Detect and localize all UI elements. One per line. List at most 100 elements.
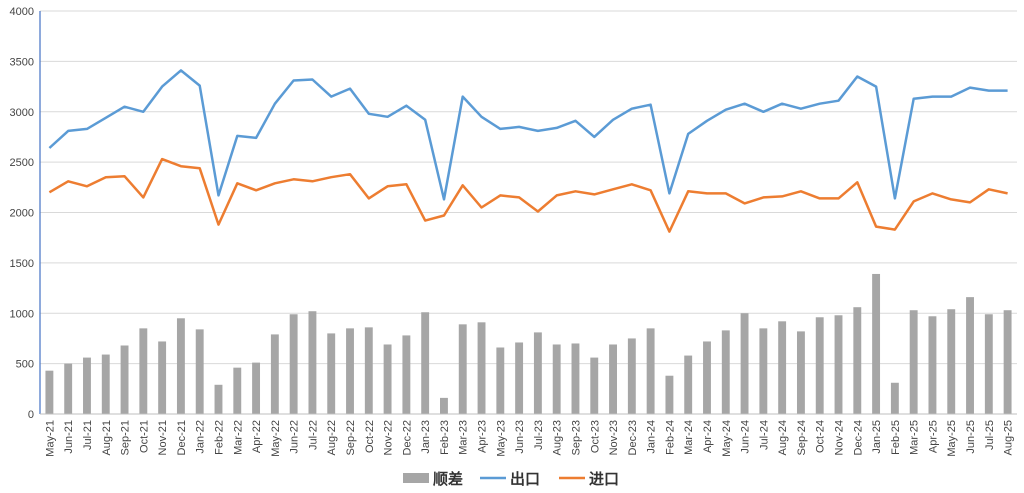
x-tick-label: Oct-22 bbox=[364, 420, 376, 453]
x-tick-label: Feb-23 bbox=[439, 420, 451, 455]
surplus-bar bbox=[759, 328, 768, 414]
surplus-bar bbox=[740, 313, 749, 414]
x-tick-label: Feb-24 bbox=[664, 420, 676, 455]
surplus-bar bbox=[101, 354, 110, 414]
surplus-bar bbox=[458, 324, 467, 414]
x-tick-label: Jan-24 bbox=[646, 420, 658, 454]
x-tick-label: Dec-23 bbox=[627, 420, 639, 455]
surplus-bar bbox=[496, 347, 505, 414]
y-tick-label: 4000 bbox=[10, 6, 34, 18]
surplus-bar bbox=[383, 344, 392, 414]
x-tick-label: Feb-22 bbox=[214, 420, 226, 455]
surplus-bar bbox=[665, 375, 674, 414]
surplus-bar bbox=[721, 330, 730, 414]
y-tick-label: 1500 bbox=[10, 258, 34, 270]
legend-label: 出口 bbox=[510, 470, 540, 488]
y-tick-label: 2500 bbox=[10, 157, 34, 169]
legend-label: 进口 bbox=[589, 470, 619, 488]
x-tick-label: Apr-23 bbox=[477, 420, 489, 453]
surplus-bar bbox=[158, 341, 167, 414]
series-lines bbox=[48, 69, 1008, 233]
surplus-bar bbox=[233, 367, 242, 414]
surplus-bar bbox=[195, 329, 204, 414]
x-tick-label: May-25 bbox=[946, 420, 958, 457]
x-tick-label: Oct-21 bbox=[138, 420, 150, 453]
x-tick-label: Aug-24 bbox=[777, 420, 789, 455]
x-tick-label: Jul-22 bbox=[307, 420, 319, 450]
surplus-bar bbox=[64, 363, 73, 414]
import-line bbox=[48, 157, 1008, 233]
surplus-bar bbox=[308, 311, 317, 414]
y-tick-label: 2000 bbox=[10, 208, 34, 220]
surplus-bar bbox=[609, 344, 617, 414]
x-tick-label: Feb-25 bbox=[890, 420, 902, 455]
surplus-bar bbox=[45, 370, 54, 414]
x-tick-label: Dec-24 bbox=[852, 420, 864, 455]
legend-label: 顺差 bbox=[433, 470, 463, 488]
x-tick-label: May-21 bbox=[44, 420, 56, 457]
x-tick-label: Dec-22 bbox=[401, 420, 413, 455]
surplus-bar bbox=[1003, 310, 1012, 414]
x-tick-label: Nov-21 bbox=[157, 420, 169, 455]
surplus-bar bbox=[796, 331, 805, 414]
x-tick-label: Oct-23 bbox=[589, 420, 601, 453]
surplus-bar bbox=[421, 312, 430, 414]
x-tick-label: May-24 bbox=[721, 420, 733, 457]
x-tick-label: Jan-23 bbox=[420, 420, 432, 454]
surplus-bar bbox=[684, 355, 693, 414]
x-tick-label: Jun-25 bbox=[965, 420, 977, 454]
x-tick-label: Jul-25 bbox=[984, 420, 996, 450]
x-tick-label: Jul-23 bbox=[533, 420, 545, 450]
surplus-bar bbox=[928, 316, 937, 414]
surplus-bar bbox=[909, 310, 918, 414]
surplus-bar bbox=[176, 318, 185, 414]
x-tick-label: Aug-21 bbox=[101, 420, 113, 455]
surplus-bar bbox=[947, 309, 956, 414]
x-tick-label: Mar-24 bbox=[683, 420, 695, 455]
surplus-bar bbox=[83, 357, 91, 414]
surplus-bar bbox=[872, 273, 881, 414]
x-tick-label: Jun-24 bbox=[740, 420, 752, 454]
surplus-bar bbox=[571, 343, 580, 414]
x-tick-label: Nov-24 bbox=[834, 420, 846, 455]
x-tick-label: Sep-24 bbox=[796, 420, 808, 455]
surplus-bar bbox=[440, 397, 448, 414]
y-tick-label: 3500 bbox=[10, 56, 34, 68]
x-tick-label: Sep-22 bbox=[345, 420, 357, 455]
x-tick-label: Mar-23 bbox=[458, 420, 470, 455]
y-tick-label: 0 bbox=[28, 409, 34, 421]
surplus-bar bbox=[364, 327, 373, 414]
surplus-bar bbox=[270, 334, 279, 414]
surplus-bar bbox=[834, 315, 843, 414]
export-line bbox=[48, 69, 1008, 201]
axes bbox=[39, 11, 1017, 415]
surplus-bar bbox=[590, 357, 599, 414]
x-tick-label: Sep-23 bbox=[571, 420, 583, 455]
surplus-bar bbox=[778, 321, 787, 414]
x-tick-label: Apr-22 bbox=[251, 420, 263, 453]
x-tick-label: Apr-25 bbox=[928, 420, 940, 453]
y-tick-label: 3000 bbox=[10, 107, 34, 119]
y-tick-label: 500 bbox=[16, 359, 34, 371]
surplus-bar bbox=[552, 344, 561, 414]
x-tick-label: Nov-23 bbox=[608, 420, 620, 455]
surplus-bar bbox=[853, 307, 862, 414]
surplus-bar bbox=[890, 382, 899, 414]
surplus-bar bbox=[327, 333, 336, 414]
legend: 顺差 出口 进口 bbox=[403, 470, 619, 488]
y-tick-label: 1000 bbox=[10, 308, 34, 320]
surplus-bar bbox=[703, 341, 711, 414]
x-axis-ticks: May-21 Jun-21 Jul-21 Aug-21 Sep-21 Oct-21 Nov-… bbox=[44, 420, 1014, 457]
x-tick-label: Oct-24 bbox=[815, 420, 827, 453]
surplus-bar bbox=[477, 322, 486, 414]
y-axis-ticks: 0 500 1000 1500 2000 2500 3000 3500 4000 bbox=[10, 6, 34, 421]
x-tick-label: Apr-24 bbox=[702, 420, 714, 453]
legend-swatch-surplus bbox=[403, 473, 429, 483]
x-tick-label: Nov-22 bbox=[383, 420, 395, 455]
x-tick-label: Jul-21 bbox=[82, 420, 94, 450]
surplus-bar bbox=[120, 345, 129, 414]
surplus-bars bbox=[45, 273, 1012, 414]
x-tick-label: Sep-21 bbox=[120, 420, 132, 455]
